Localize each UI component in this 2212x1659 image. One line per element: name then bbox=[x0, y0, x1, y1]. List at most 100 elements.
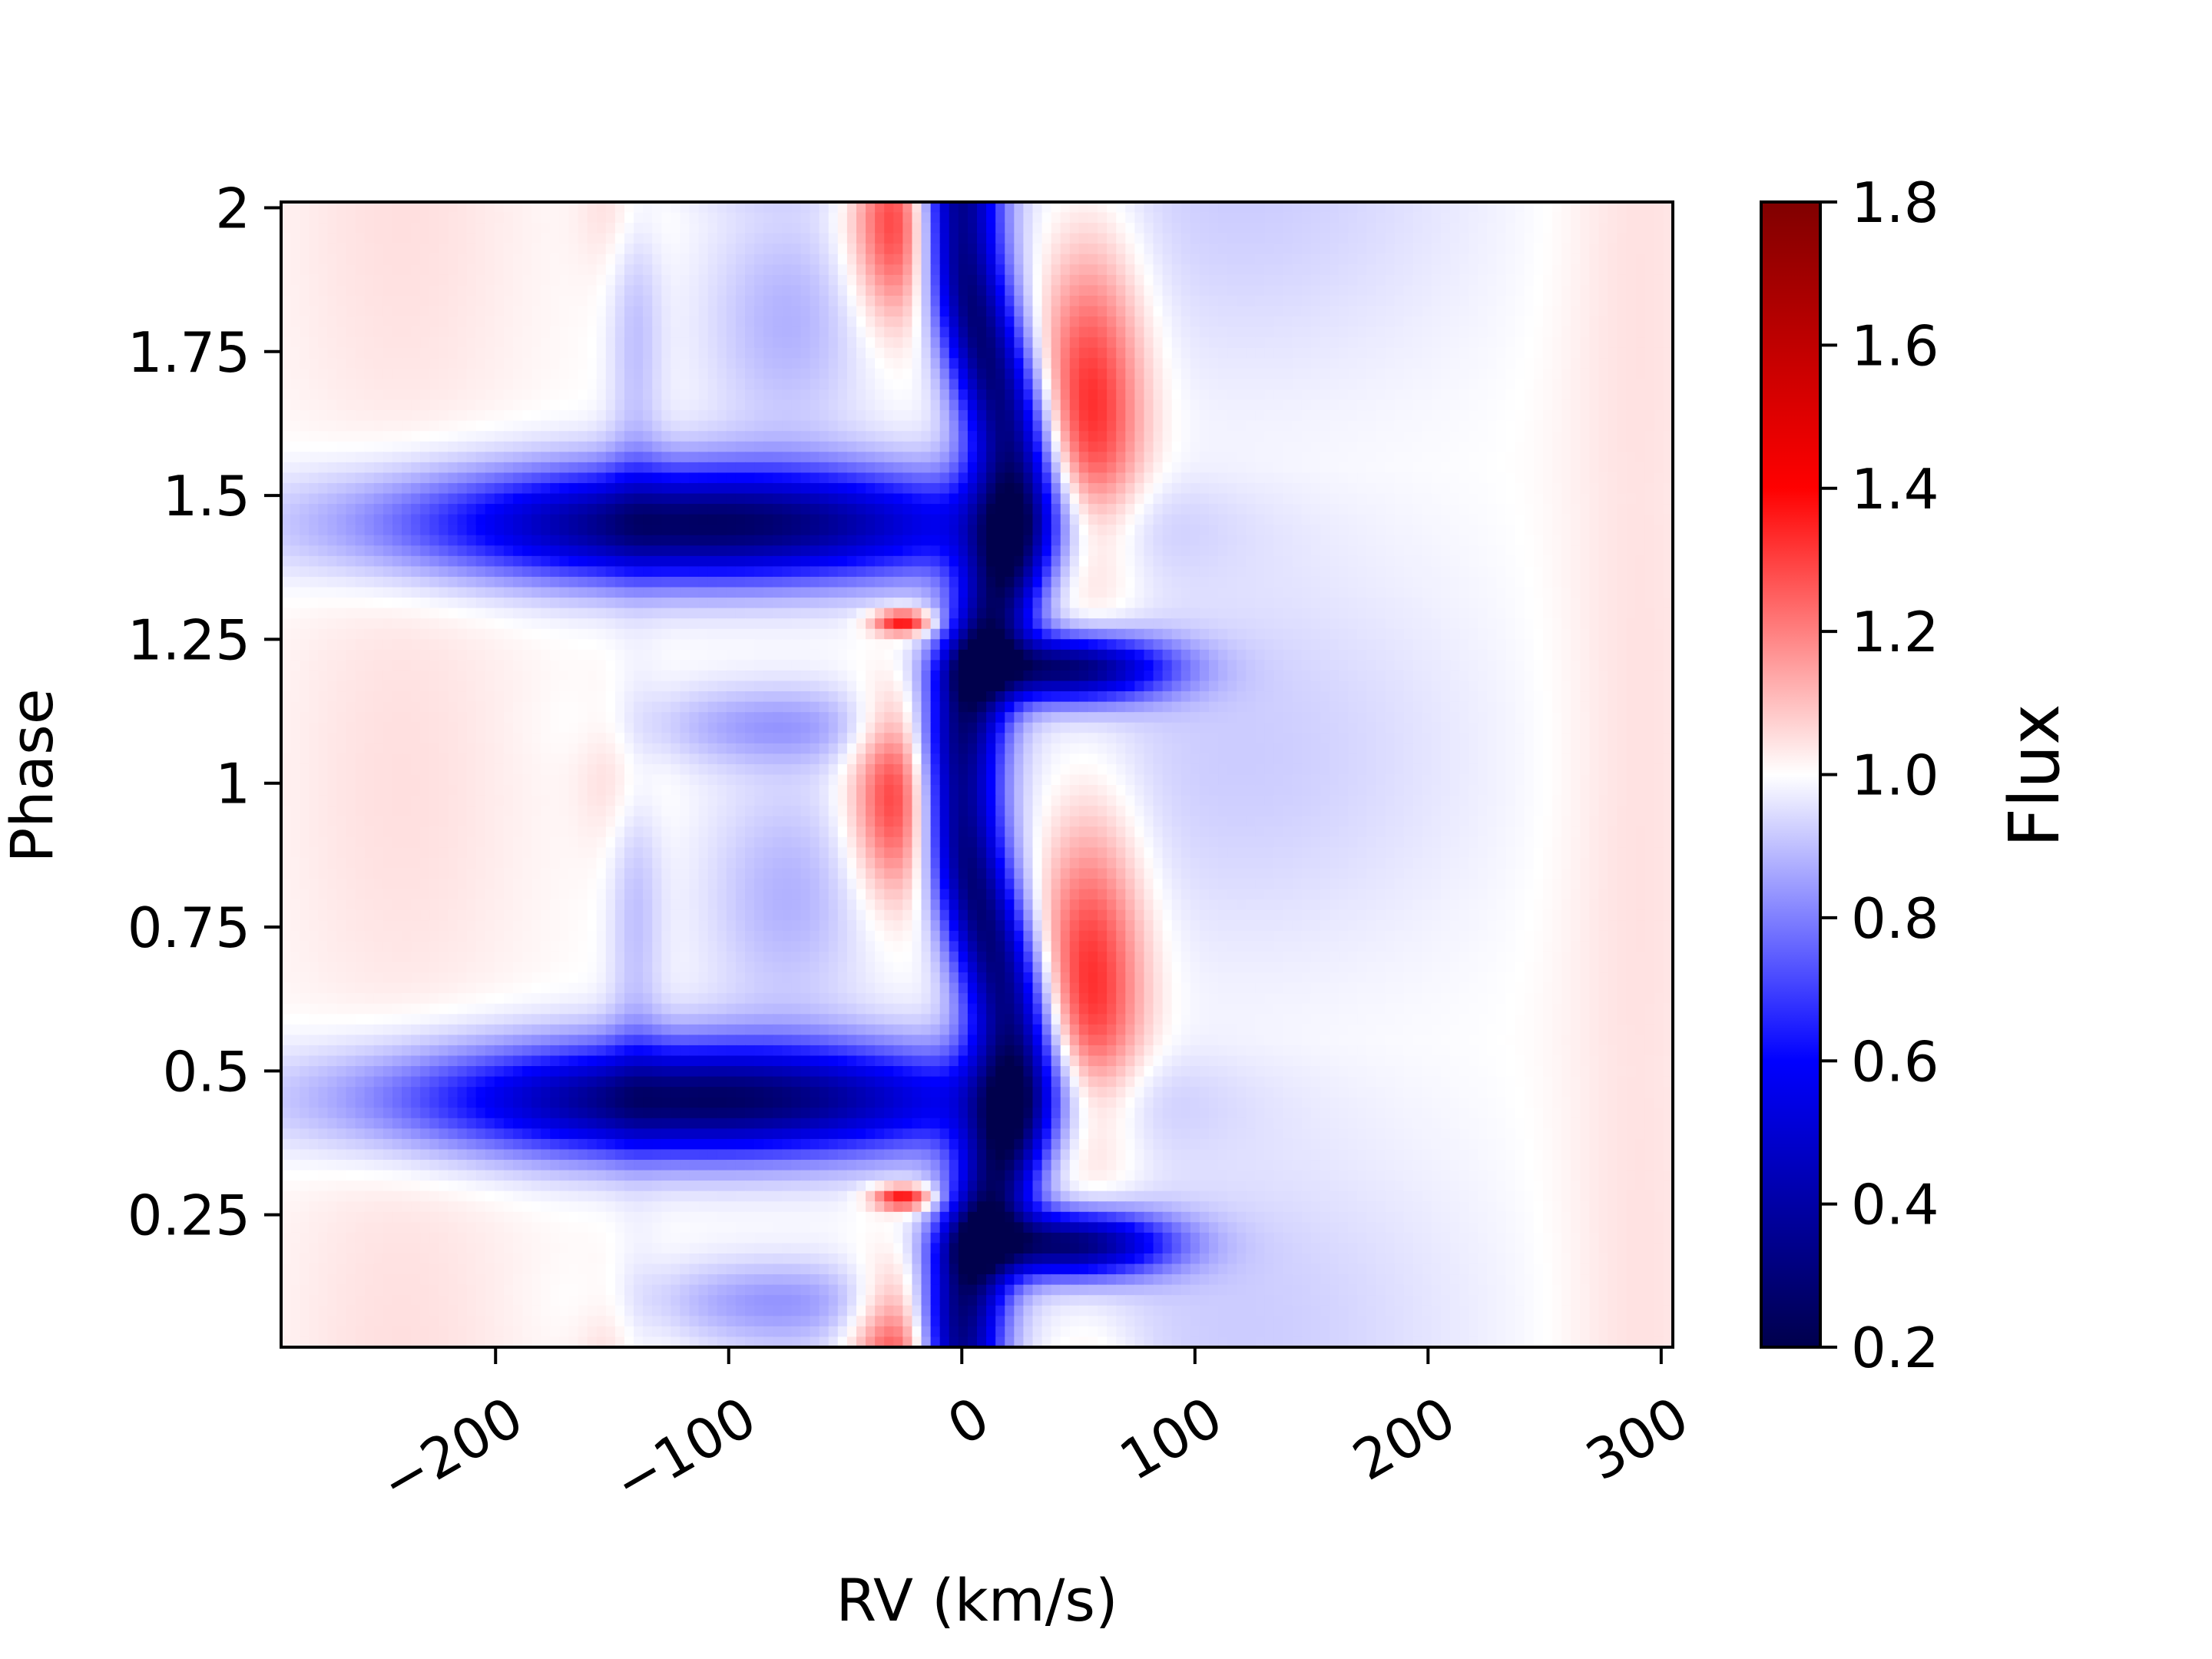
heatmap-cell bbox=[1125, 420, 1136, 432]
heatmap-cell bbox=[541, 514, 551, 525]
heatmap-cell bbox=[1237, 264, 1247, 276]
heatmap-cell bbox=[1412, 389, 1423, 401]
heatmap-cell bbox=[1617, 316, 1628, 328]
heatmap-cell bbox=[1320, 285, 1330, 296]
heatmap-cell bbox=[1310, 514, 1321, 525]
heatmap-cell bbox=[1663, 326, 1673, 338]
heatmap-cell bbox=[921, 368, 932, 380]
heatmap-cell bbox=[1069, 368, 1080, 380]
heatmap-cell bbox=[1310, 420, 1321, 432]
heatmap-cell bbox=[1551, 452, 1562, 463]
heatmap-cell bbox=[605, 514, 616, 525]
heatmap-cell bbox=[1515, 202, 1525, 214]
heatmap-cell bbox=[1357, 389, 1368, 401]
heatmap-cell bbox=[346, 347, 356, 359]
heatmap-cell bbox=[1116, 493, 1127, 505]
heatmap-cell bbox=[930, 504, 941, 515]
heatmap-cell bbox=[763, 285, 774, 296]
heatmap-cell bbox=[1376, 472, 1386, 484]
heatmap-cell bbox=[494, 233, 505, 245]
heatmap-cell bbox=[373, 482, 384, 495]
heatmap-cell bbox=[1023, 472, 1034, 484]
heatmap-cell bbox=[782, 285, 793, 296]
heatmap-cell bbox=[1273, 202, 1284, 214]
heatmap-cell bbox=[1533, 472, 1544, 484]
heatmap-cell bbox=[977, 441, 987, 453]
heatmap-cell bbox=[382, 358, 393, 369]
heatmap-cell bbox=[819, 441, 830, 453]
heatmap-cell bbox=[522, 441, 532, 453]
heatmap-cell bbox=[1069, 472, 1080, 484]
heatmap-cell bbox=[939, 504, 950, 515]
heatmap-cell bbox=[1394, 410, 1405, 422]
heatmap-cell bbox=[1218, 368, 1228, 380]
heatmap-cell bbox=[643, 525, 653, 536]
heatmap-cell bbox=[875, 326, 885, 338]
heatmap-cell bbox=[420, 274, 431, 286]
heatmap-cell bbox=[1209, 337, 1219, 349]
heatmap-cell bbox=[754, 452, 764, 463]
heatmap-cell bbox=[1162, 306, 1173, 317]
heatmap-cell bbox=[1450, 441, 1460, 453]
heatmap-cell bbox=[1023, 431, 1034, 442]
heatmap-cell bbox=[578, 295, 588, 307]
heatmap-cell bbox=[373, 306, 384, 317]
heatmap-cell bbox=[1422, 223, 1432, 234]
heatmap-cell bbox=[300, 504, 310, 515]
heatmap-cell bbox=[448, 316, 459, 328]
heatmap-cell bbox=[1450, 431, 1460, 442]
heatmap-cell bbox=[1171, 295, 1182, 307]
heatmap-cell bbox=[281, 472, 291, 484]
heatmap-cell bbox=[726, 420, 737, 432]
heatmap-cell bbox=[1125, 264, 1136, 276]
heatmap-cell bbox=[309, 441, 320, 453]
heatmap-cell bbox=[1255, 482, 1266, 495]
heatmap-cell bbox=[1487, 233, 1498, 245]
heatmap-cell bbox=[1171, 514, 1182, 525]
heatmap-cell bbox=[717, 452, 727, 463]
heatmap-cell bbox=[1478, 306, 1488, 317]
heatmap-cell bbox=[773, 525, 783, 536]
heatmap-cell bbox=[587, 274, 598, 286]
heatmap-cell bbox=[1273, 285, 1284, 296]
heatmap-cell bbox=[1617, 212, 1628, 224]
heatmap-cell bbox=[1366, 253, 1377, 266]
heatmap-cell bbox=[475, 368, 486, 380]
heatmap-cell bbox=[791, 514, 802, 525]
heatmap-cell bbox=[837, 452, 848, 463]
heatmap-cell bbox=[1014, 420, 1025, 432]
heatmap-cell bbox=[1078, 431, 1089, 442]
heatmap-cell bbox=[522, 306, 532, 317]
heatmap-cell bbox=[1589, 264, 1600, 276]
heatmap-cell bbox=[1663, 493, 1673, 505]
heatmap-cell bbox=[300, 462, 310, 474]
heatmap-cell bbox=[1515, 525, 1525, 536]
heatmap-cell bbox=[402, 233, 412, 245]
heatmap-cell bbox=[671, 233, 681, 245]
heatmap-cell bbox=[1088, 326, 1098, 338]
heatmap-cell bbox=[355, 472, 366, 484]
heatmap-cell bbox=[1450, 253, 1460, 266]
heatmap-cell bbox=[1644, 452, 1655, 463]
heatmap-cell bbox=[735, 316, 746, 328]
heatmap-cell bbox=[448, 472, 459, 484]
heatmap-cell bbox=[1292, 420, 1303, 432]
heatmap-cell bbox=[810, 295, 820, 307]
heatmap-cell bbox=[791, 264, 802, 276]
heatmap-cell bbox=[977, 306, 987, 317]
heatmap-cell bbox=[1339, 462, 1349, 474]
heatmap-cell bbox=[1422, 420, 1432, 432]
heatmap-cell bbox=[1376, 452, 1386, 463]
heatmap-cell bbox=[893, 233, 904, 245]
heatmap-cell bbox=[1412, 441, 1423, 453]
heatmap-cell bbox=[1376, 441, 1386, 453]
heatmap-cell bbox=[1598, 347, 1609, 359]
heatmap-cell bbox=[1051, 326, 1061, 338]
heatmap-cell bbox=[1524, 202, 1535, 214]
heatmap-cell bbox=[318, 504, 329, 515]
heatmap-cell bbox=[1060, 462, 1071, 474]
heatmap-cell bbox=[1153, 441, 1164, 453]
heatmap-cell bbox=[402, 202, 412, 214]
heatmap-cell bbox=[1376, 389, 1386, 401]
heatmap-cell bbox=[420, 462, 431, 474]
